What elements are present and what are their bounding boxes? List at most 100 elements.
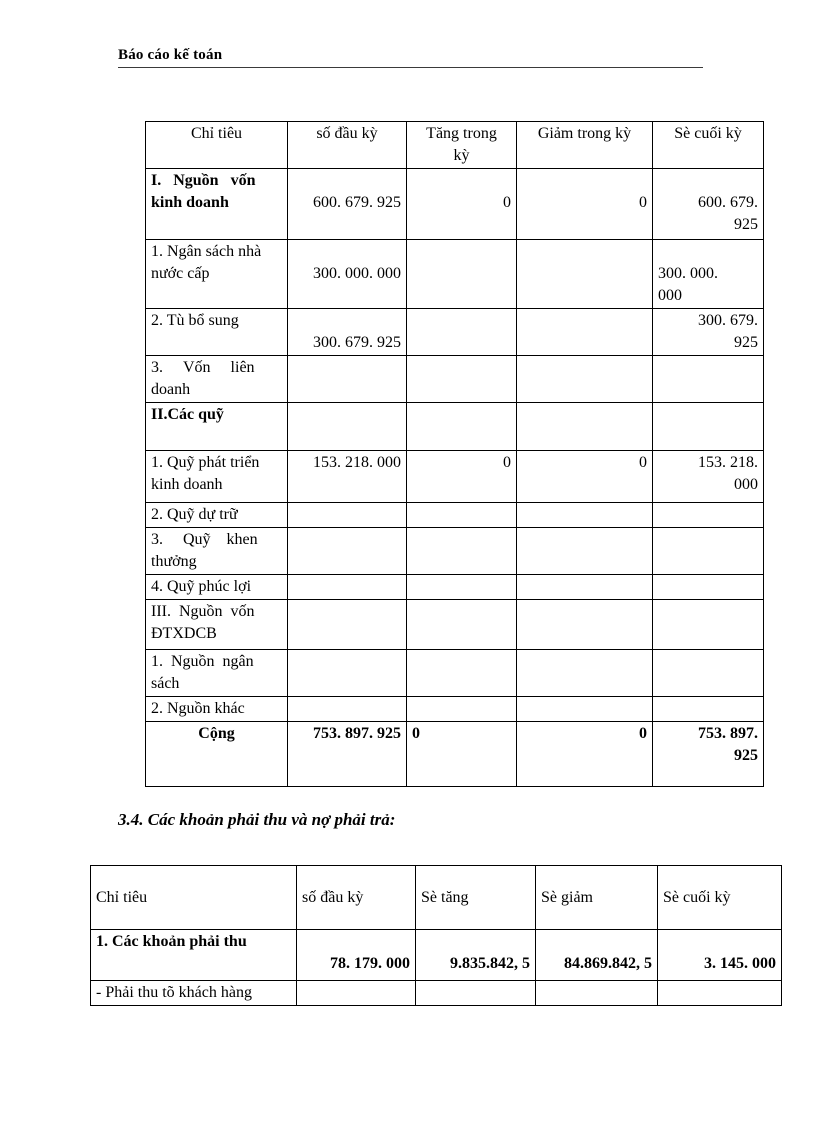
table-cell (406, 696, 517, 722)
table-cell: 78. 179. 000 (296, 929, 416, 981)
table-cell (652, 599, 764, 650)
column-header: Sè cuối kỳ (652, 121, 764, 169)
cell-line (522, 170, 647, 192)
table-cell (287, 599, 407, 650)
table-row: 1. Nguồn ngân sách (145, 649, 764, 697)
table-cell (406, 502, 517, 528)
table-cell (516, 402, 653, 451)
table-cell (652, 355, 764, 403)
cell-line: 300. 000. 000 (313, 265, 401, 282)
table-cell (287, 649, 407, 697)
receivables-payables-table: Chỉ tiêu số đầu kỳ Sè tăng Sè giảm Sè cuối k… (90, 865, 782, 1006)
cell-line: 300. 679. 925 (313, 334, 401, 351)
table-row: 2. Nguồn khác (145, 696, 764, 722)
table-cell (516, 239, 653, 309)
column-header: Chỉ tiêu (90, 865, 297, 930)
cell-line: 1. Quỹ phát triển (151, 454, 260, 471)
table-cell: 0 (516, 721, 653, 787)
table-cell (287, 355, 407, 403)
table-cell (516, 355, 653, 403)
table-cell: 600. 679. 925 (652, 168, 764, 240)
table-cell (535, 980, 658, 1006)
table-cell (652, 527, 764, 575)
table-cell (406, 527, 517, 575)
cell-line: III. Nguồn vốn (151, 603, 255, 620)
table-cell: 300. 000. 000 (287, 239, 407, 309)
table-cell: - Phải thu tõ khách hàng (90, 980, 297, 1006)
cell-line: Tăng trong (426, 125, 497, 142)
cell-line: kinh doanh (151, 476, 223, 493)
section-heading: 3.4. Các khoản phải thu và nợ phải trả: (118, 810, 396, 829)
cell-line: 153. 218. (698, 454, 758, 471)
table-cell (516, 308, 653, 356)
table-row: 1. Ngân sách nhà nước cấp 300. 000. 000 3… (145, 239, 764, 309)
table-row: 1. Quỹ phát triển kinh doanh 153. 218. 000… (145, 450, 764, 503)
capital-sources-table: Chỉ tiêu số đầu kỳ Tăng trong kỳ Giảm trong … (145, 121, 764, 787)
table-cell (406, 402, 517, 451)
table-cell: 3. Quỹ khen thưởng (145, 527, 288, 575)
table-cell: 0 (406, 168, 517, 240)
table-cell: 2. Nguồn khác (145, 696, 288, 722)
table-row: 2. Quỹ dự trữ (145, 502, 764, 528)
table-cell: 1. Các khoản phải thu (90, 929, 297, 981)
cell-line (421, 931, 530, 953)
cell-line: nước cấp (151, 265, 210, 282)
table-row: I. Nguồn vốn kinh doanh 600. 679. 925 0 0… (145, 168, 764, 240)
cell-line: 0 (639, 194, 647, 211)
table-cell: 0 (516, 450, 653, 503)
cell-line: thưởng (151, 553, 197, 570)
table-header-row: Chỉ tiêu số đầu kỳ Sè tăng Sè giảm Sè cuối k… (90, 865, 782, 930)
table-cell (516, 649, 653, 697)
column-header: Chỉ tiêu (145, 121, 288, 169)
table-cell (652, 649, 764, 697)
cell-line: 1. Ngân sách nhà (151, 243, 262, 260)
table-cell (406, 599, 517, 650)
column-header: Sè giảm (535, 865, 658, 930)
cell-line: 0 (503, 194, 511, 211)
cell-line (663, 931, 776, 953)
table-row: 3. Quỹ khen thưởng (145, 527, 764, 575)
table-cell (516, 599, 653, 650)
table-cell (406, 308, 517, 356)
table-cell: 0 (406, 721, 517, 787)
table-cell: 9.835.842, 5 (415, 929, 536, 981)
cell-line (658, 170, 758, 192)
cell-line (293, 170, 401, 192)
cell-line (412, 170, 511, 192)
table-cell (406, 649, 517, 697)
cell-line: 925 (734, 747, 758, 764)
cell-line: 3. Quỹ khen (151, 531, 258, 548)
table-cell (415, 980, 536, 1006)
column-header: Sè tăng (415, 865, 536, 930)
table-cell (652, 696, 764, 722)
column-header: số đầu kỳ (287, 121, 407, 169)
cell-line (293, 241, 401, 263)
table-cell: Cộng (145, 721, 288, 787)
column-header: số đầu kỳ (296, 865, 416, 930)
table-cell: 1. Nguồn ngân sách (145, 649, 288, 697)
table-cell (287, 502, 407, 528)
table-cell (406, 355, 517, 403)
cell-line: doanh (151, 381, 191, 398)
cell-line (541, 931, 652, 953)
table-cell: 300. 000. 000 (652, 239, 764, 309)
table-cell (287, 574, 407, 600)
table-row: 2. Tù bổ sung 300. 679. 925 300. 679. 925 (145, 308, 764, 356)
table-cell (296, 980, 416, 1006)
table-cell: 2. Quỹ dự trữ (145, 502, 288, 528)
table-cell (516, 574, 653, 600)
cell-line: 84.869.842, 5 (564, 955, 652, 972)
table-cell (516, 502, 653, 528)
table-cell (406, 239, 517, 309)
table-cell (287, 402, 407, 451)
table-cell (516, 527, 653, 575)
table-header-row: Chỉ tiêu số đầu kỳ Tăng trong kỳ Giảm trong … (145, 121, 764, 169)
table-row: Cộng 753. 897. 925 0 0 753. 897. 925 (145, 721, 764, 787)
cell-line: I. Nguồn vốn (151, 172, 256, 189)
table-row: 1. Các khoản phải thu 78. 179. 000 9.835… (90, 929, 782, 981)
table-cell: 300. 679. 925 (287, 308, 407, 356)
cell-line: 3. Vốn liên (151, 359, 255, 376)
cell-line: 9.835.842, 5 (450, 955, 530, 972)
table-row: - Phải thu tõ khách hàng (90, 980, 782, 1006)
table-cell (516, 696, 653, 722)
